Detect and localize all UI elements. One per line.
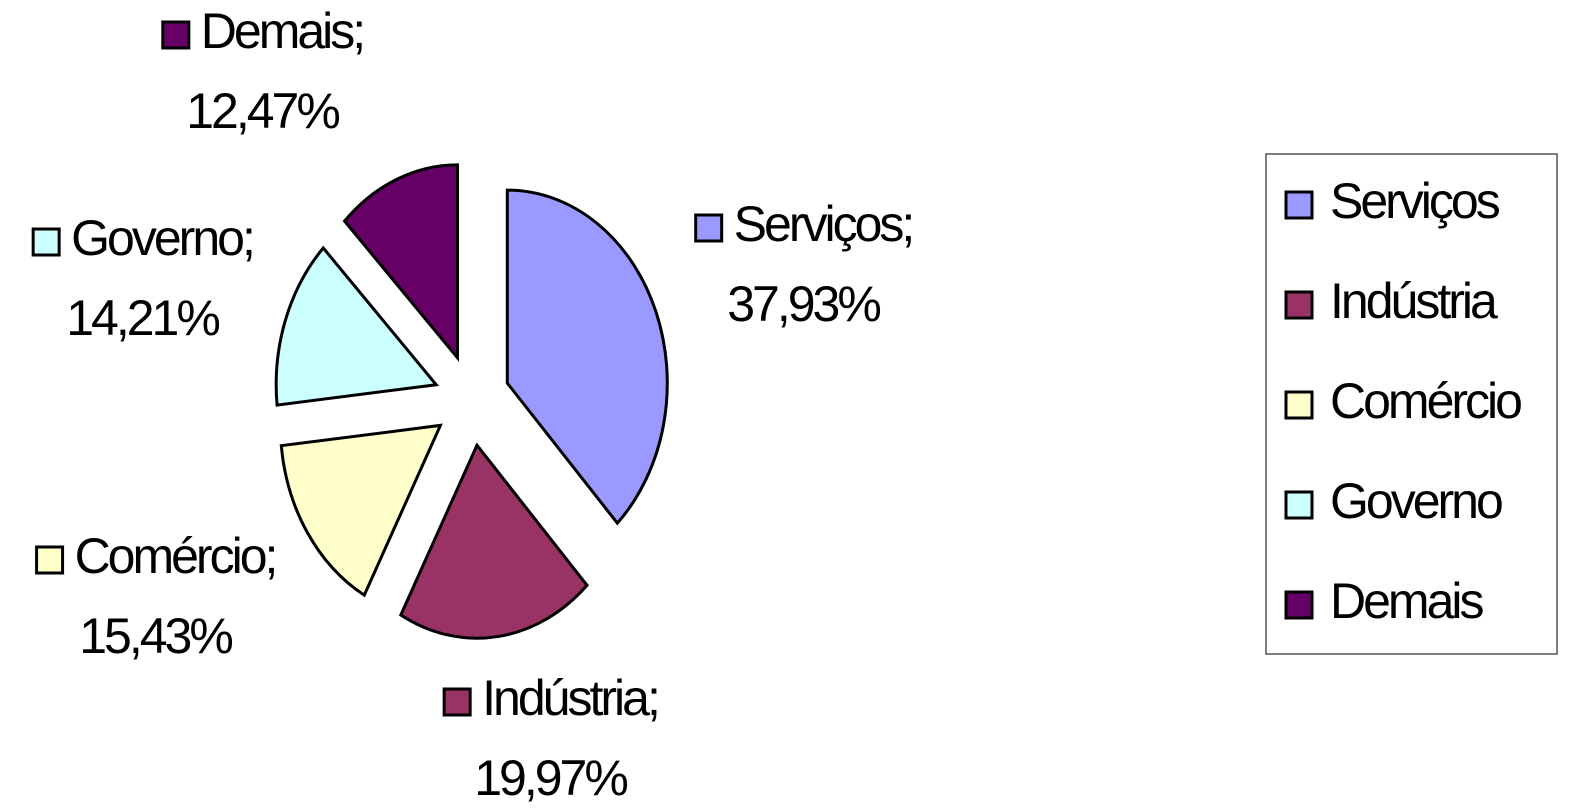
legend-key xyxy=(1284,490,1314,520)
legend-label: Comércio xyxy=(1330,373,1521,429)
pie-slice xyxy=(279,423,443,598)
pie-slice xyxy=(342,163,459,363)
legend-label: Demais xyxy=(1330,573,1483,629)
legend-key xyxy=(1284,190,1314,220)
data-label-name: Comércio; xyxy=(75,528,276,584)
pie-slice xyxy=(505,188,669,526)
category-name: Comércio xyxy=(75,528,266,584)
category-name: Demais xyxy=(201,3,354,59)
label-key xyxy=(442,687,472,717)
separator: ; xyxy=(352,3,363,59)
separator: ; xyxy=(647,670,658,726)
data-label-value: 12,47% xyxy=(186,83,339,139)
legend-label: Serviços xyxy=(1330,173,1500,229)
category-name: Indústria xyxy=(482,670,650,726)
label-key xyxy=(31,227,61,257)
category-name: Governo xyxy=(71,210,243,266)
label-key xyxy=(35,545,65,575)
legend-key xyxy=(1284,390,1314,420)
data-label-value: 14,21% xyxy=(66,290,219,346)
data-label-value: 15,43% xyxy=(79,608,232,664)
data-label-name: Governo; xyxy=(71,210,253,266)
data-label-value: 37,93% xyxy=(727,276,880,332)
legend-key xyxy=(1284,290,1314,320)
pie-slice xyxy=(398,442,589,640)
legend-box xyxy=(1265,153,1558,655)
separator: ; xyxy=(242,210,253,266)
data-label-name: Serviços; xyxy=(734,196,913,252)
category-name: Serviços xyxy=(734,196,904,252)
legend-label: Governo xyxy=(1330,473,1502,529)
data-label-name: Demais; xyxy=(201,3,363,59)
data-label-name: Indústria; xyxy=(482,670,658,726)
data-label-value: 19,97% xyxy=(474,750,627,806)
label-key xyxy=(694,213,724,243)
legend-key xyxy=(1284,590,1314,620)
separator: ; xyxy=(901,196,912,252)
label-key xyxy=(161,20,191,50)
separator: ; xyxy=(265,528,276,584)
legend-label: Indústria xyxy=(1330,273,1498,329)
pie-slice xyxy=(274,245,440,407)
